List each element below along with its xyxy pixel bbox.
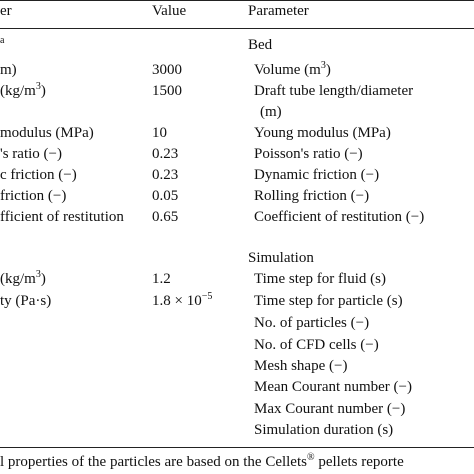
value-cell: 0.65 <box>152 209 179 225</box>
superscript: 3 <box>35 269 41 280</box>
param-cell-left: 's ratio (−) <box>0 146 62 162</box>
param-cell-left: ty (Pa·s) <box>0 293 52 309</box>
param-cell-left: m) <box>0 62 17 78</box>
header-cell: er <box>0 3 12 19</box>
param-cell-left: (kg/m3) <box>0 82 46 100</box>
bottom-rule <box>0 447 474 448</box>
param-cell: Max Courant number (−) <box>254 401 406 417</box>
text-run: (kg/m <box>0 83 36 99</box>
param-cell: Rolling friction (−) <box>254 188 370 204</box>
value-cell: 10 <box>152 125 167 141</box>
param-cell: Time step for particle (s) <box>254 293 403 309</box>
param-cell-left: fficient of restitution <box>0 209 124 225</box>
header-cell: Parameter <box>248 3 309 19</box>
param-cell: Mesh shape (−) <box>254 358 348 374</box>
superscript: ® <box>306 452 315 463</box>
param-cell: No. of CFD cells (−) <box>254 337 379 353</box>
value-cell: 0.23 <box>152 146 179 162</box>
header-rule <box>0 28 474 29</box>
text-run: pellets reporte <box>314 454 404 470</box>
text-run: ) <box>325 62 331 78</box>
text-run: l properties of the particles are based … <box>0 454 307 470</box>
text-run: 1.8 × 10 <box>152 293 202 309</box>
superscript: 3 <box>320 60 326 71</box>
value-cell: 0.05 <box>152 188 179 204</box>
param-cell-left: (kg/m3) <box>0 270 46 288</box>
superscript: a <box>0 35 5 46</box>
header-cell: Value <box>152 3 187 19</box>
text-run: ) <box>40 83 46 99</box>
value-cell: 3000 <box>152 62 182 78</box>
text-run: ) <box>40 271 46 287</box>
param-cell: Simulation duration (s) <box>254 422 394 438</box>
param-cell: Mean Courant number (−) <box>254 379 412 395</box>
param-cell: Young modulus (MPa) <box>254 125 391 141</box>
footnote: l properties of the particles are based … <box>0 453 404 471</box>
param-cell: Bed <box>248 37 273 53</box>
param-cell: Dynamic friction (−) <box>254 167 380 183</box>
param-cell: Simulation <box>248 250 314 266</box>
value-cell: 0.23 <box>152 167 179 183</box>
param-cell: Coefficient of restitution (−) <box>254 209 425 225</box>
value-cell: 1.2 <box>152 271 171 287</box>
value-cell: 1500 <box>152 83 182 99</box>
superscript: 3 <box>35 81 41 92</box>
param-cell: Draft tube length/diameter <box>254 83 414 99</box>
top-rule <box>0 0 474 1</box>
param-cell: (m) <box>260 104 282 120</box>
value-cell: 1.8 × 10−5 <box>152 292 212 310</box>
param-cell: Volume (m3) <box>254 61 331 79</box>
param-cell-left: friction (−) <box>0 188 67 204</box>
text-run: (kg/m <box>0 271 36 287</box>
param-cell: Poisson's ratio (−) <box>254 146 363 162</box>
param-cell: Time step for fluid (s) <box>254 271 386 287</box>
param-cell: No. of particles (−) <box>254 315 370 331</box>
param-cell-left: c friction (−) <box>0 167 77 183</box>
superscript: −5 <box>201 291 213 302</box>
text-run: Volume (m <box>254 62 321 78</box>
param-cell-left: a <box>0 36 4 54</box>
param-cell-left: modulus (MPa) <box>0 125 94 141</box>
